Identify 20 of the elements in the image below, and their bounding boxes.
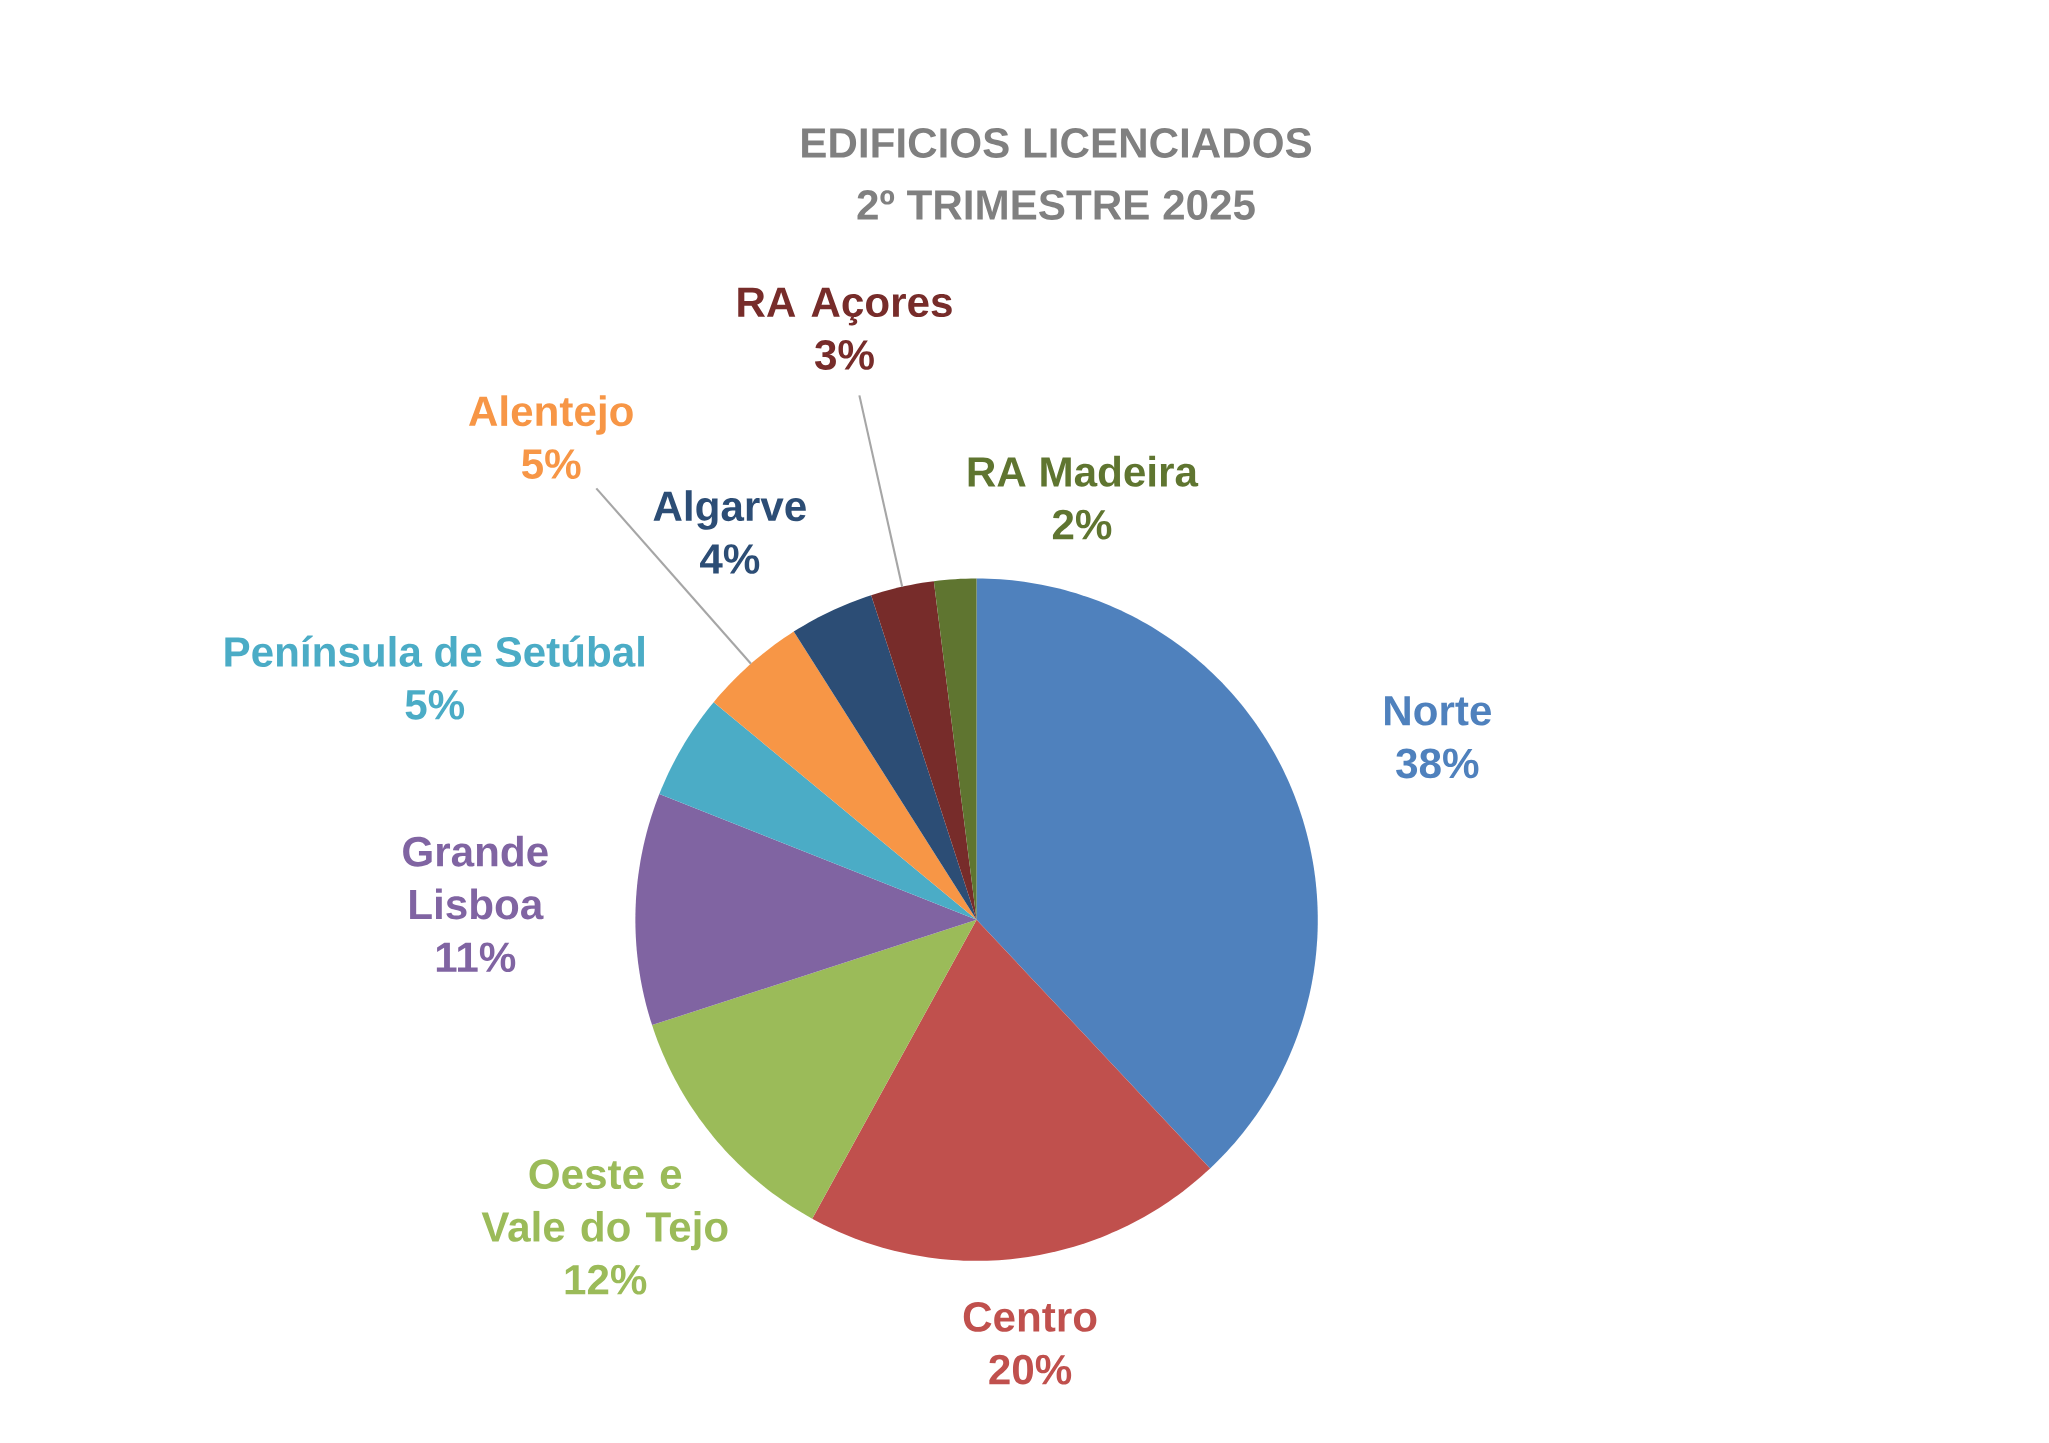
data-label: 2%	[1052, 509, 1112, 540]
data-label: 5%	[522, 449, 581, 479]
slice-label: Grande Lisboa	[403, 835, 548, 920]
chart-subtitle: 2º TRIMESTRE 2025	[857, 190, 1255, 220]
slice-label: Norte	[1385, 696, 1491, 726]
data-label: 4%	[700, 544, 760, 574]
chart-title: EDIFICIOS LICENCIADOS	[802, 128, 1312, 158]
slice-label: Alentejo	[468, 395, 633, 435]
slice-label: Península de Setúbal	[225, 635, 644, 667]
data-label: 20%	[989, 1354, 1072, 1385]
data-label: 12%	[565, 1264, 647, 1295]
slice-label: Centro	[963, 1301, 1097, 1332]
data-label: 3%	[815, 340, 874, 370]
data-label: 38%	[1396, 748, 1479, 779]
slice-label: Algarve	[653, 490, 806, 530]
data-label: 5%	[405, 689, 465, 720]
slice-label: RA Madeira	[968, 455, 1199, 487]
slice-label: RA Açores	[738, 287, 952, 326]
slice-label: Oeste e Vale do Tejo	[481, 1159, 728, 1251]
data-label: 11%	[436, 942, 516, 973]
